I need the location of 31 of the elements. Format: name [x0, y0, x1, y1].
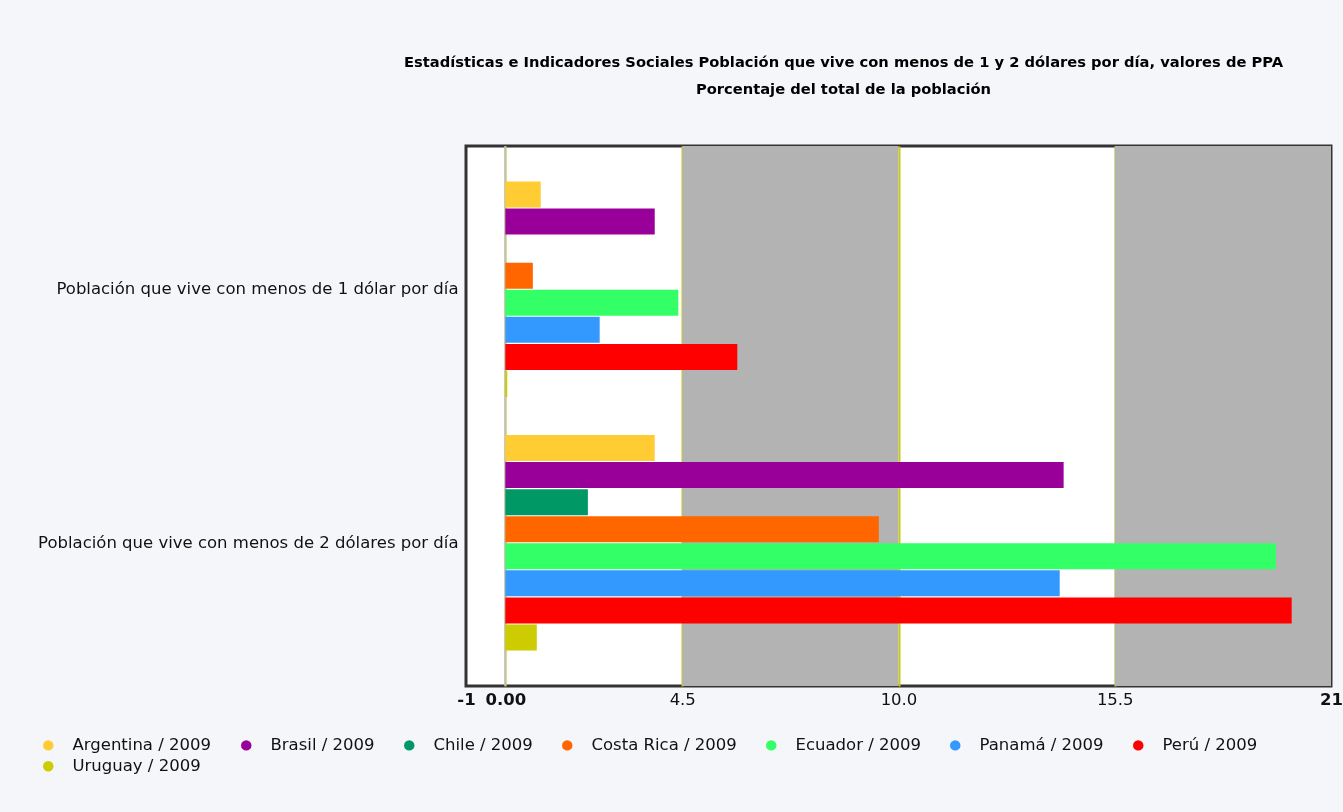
bar	[505, 489, 588, 516]
legend-label: Uruguay / 2009	[72, 756, 201, 776]
bar	[505, 262, 533, 289]
x-tick-label: 15.5	[1096, 689, 1134, 709]
legend-label: Chile / 2009	[433, 735, 533, 755]
bar	[505, 462, 1064, 489]
legend-label: Panamá / 2009	[979, 735, 1104, 755]
legend-label: Brasil / 2009	[270, 735, 375, 755]
legend-label: Ecuador / 2009	[795, 735, 921, 755]
bar	[505, 343, 738, 370]
chart-title: Estadísticas e Indicadores Sociales Población que vive con menos de 1 y 2 dólares por día, valores de PPA	[403, 52, 1284, 70]
y-tick-label: Población que vive con menos de 2 dólares por día	[38, 532, 459, 552]
bar	[505, 570, 1060, 597]
legend-label: Argentina / 2009	[72, 735, 212, 755]
bar	[505, 597, 1292, 624]
x-tick-label: 4.5	[669, 689, 696, 709]
x-tick-label: -1	[457, 689, 476, 709]
bar	[505, 543, 1276, 570]
bar	[505, 181, 541, 208]
chart-subtitle: Porcentaje del total de la población	[695, 80, 992, 98]
bar	[505, 289, 679, 316]
bar	[505, 208, 655, 235]
legend-label: Costa Rica / 2009	[591, 735, 737, 755]
x-tick-label: 21	[1320, 689, 1343, 709]
x-tick-label: 0.00	[485, 689, 527, 709]
legend-label: Perú / 2009	[1162, 735, 1258, 755]
y-tick-label: Población que vive con menos de 1 dólar por día	[56, 279, 459, 299]
x-tick-label: 10.0	[880, 689, 918, 709]
bar	[505, 435, 655, 461]
bar	[505, 516, 879, 543]
bar	[505, 316, 600, 343]
